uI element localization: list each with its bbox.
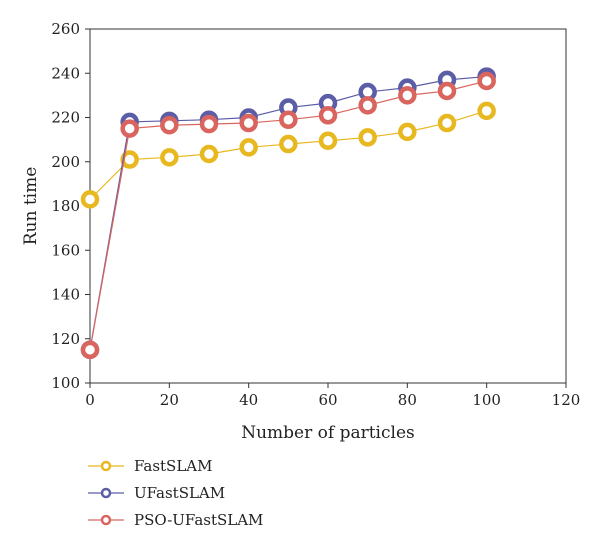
x-tick-label: 40: [239, 391, 258, 409]
data-point: [318, 106, 338, 125]
legend-label: FastSLAM: [134, 457, 213, 475]
data-point: [160, 148, 179, 167]
y-tick-label: 200: [51, 153, 80, 171]
data-point: [477, 71, 496, 91]
data-point: [279, 110, 298, 129]
data-point: [239, 113, 258, 133]
x-tick-label: 100: [472, 391, 501, 409]
data-point: [239, 138, 258, 157]
series-pso-ufastslam: [80, 71, 496, 360]
y-tick-label: 240: [51, 64, 80, 82]
data-point: [199, 114, 219, 134]
data-point: [199, 144, 219, 164]
data-point: [398, 86, 417, 105]
y-tick-label: 140: [51, 286, 80, 304]
y-tick-label: 180: [51, 197, 80, 215]
series-fastslam: [80, 101, 496, 209]
legend-marker: [100, 514, 112, 526]
data-point: [120, 119, 139, 138]
x-axis: 0 20 40 60 80 100 120: [85, 383, 580, 409]
data-point: [160, 115, 179, 135]
data-point: [437, 81, 457, 101]
x-tick-label: 60: [318, 391, 337, 409]
y-tick-label: 120: [51, 330, 80, 348]
data-point: [80, 340, 100, 360]
x-tick-label: 0: [85, 391, 95, 409]
data-point: [80, 190, 100, 209]
data-point: [477, 101, 496, 121]
y-tick-label: 260: [51, 20, 80, 38]
data-point: [398, 122, 417, 142]
legend-marker: [100, 487, 112, 499]
legend: FastSLAM UFastSLAM PSO-UFastSLAM: [88, 457, 263, 529]
x-tick-label: 80: [398, 391, 417, 409]
data-point: [318, 131, 338, 150]
series-layer: [80, 67, 496, 360]
data-point: [358, 96, 377, 115]
data-point: [437, 113, 457, 133]
legend-label: UFastSLAM: [134, 484, 225, 502]
legend-item-ufastslam: UFastSLAM: [88, 484, 225, 502]
data-point: [358, 128, 377, 147]
legend-label: PSO-UFastSLAM: [134, 511, 263, 529]
y-tick-label: 160: [51, 241, 80, 259]
legend-marker: [100, 460, 112, 472]
legend-item-fastslam: FastSLAM: [88, 457, 213, 475]
data-point: [279, 134, 298, 154]
x-tick-label: 20: [160, 391, 179, 409]
x-axis-title: Number of particles: [241, 423, 415, 443]
y-tick-label: 100: [51, 374, 80, 392]
x-tick-label: 120: [552, 391, 581, 409]
y-axis-title: Run time: [21, 167, 41, 246]
y-tick-label: 220: [51, 109, 80, 127]
legend-item-pso-ufastslam: PSO-UFastSLAM: [88, 511, 263, 529]
y-axis: 100 120 140 160 180 200 220 240 260: [51, 20, 90, 392]
